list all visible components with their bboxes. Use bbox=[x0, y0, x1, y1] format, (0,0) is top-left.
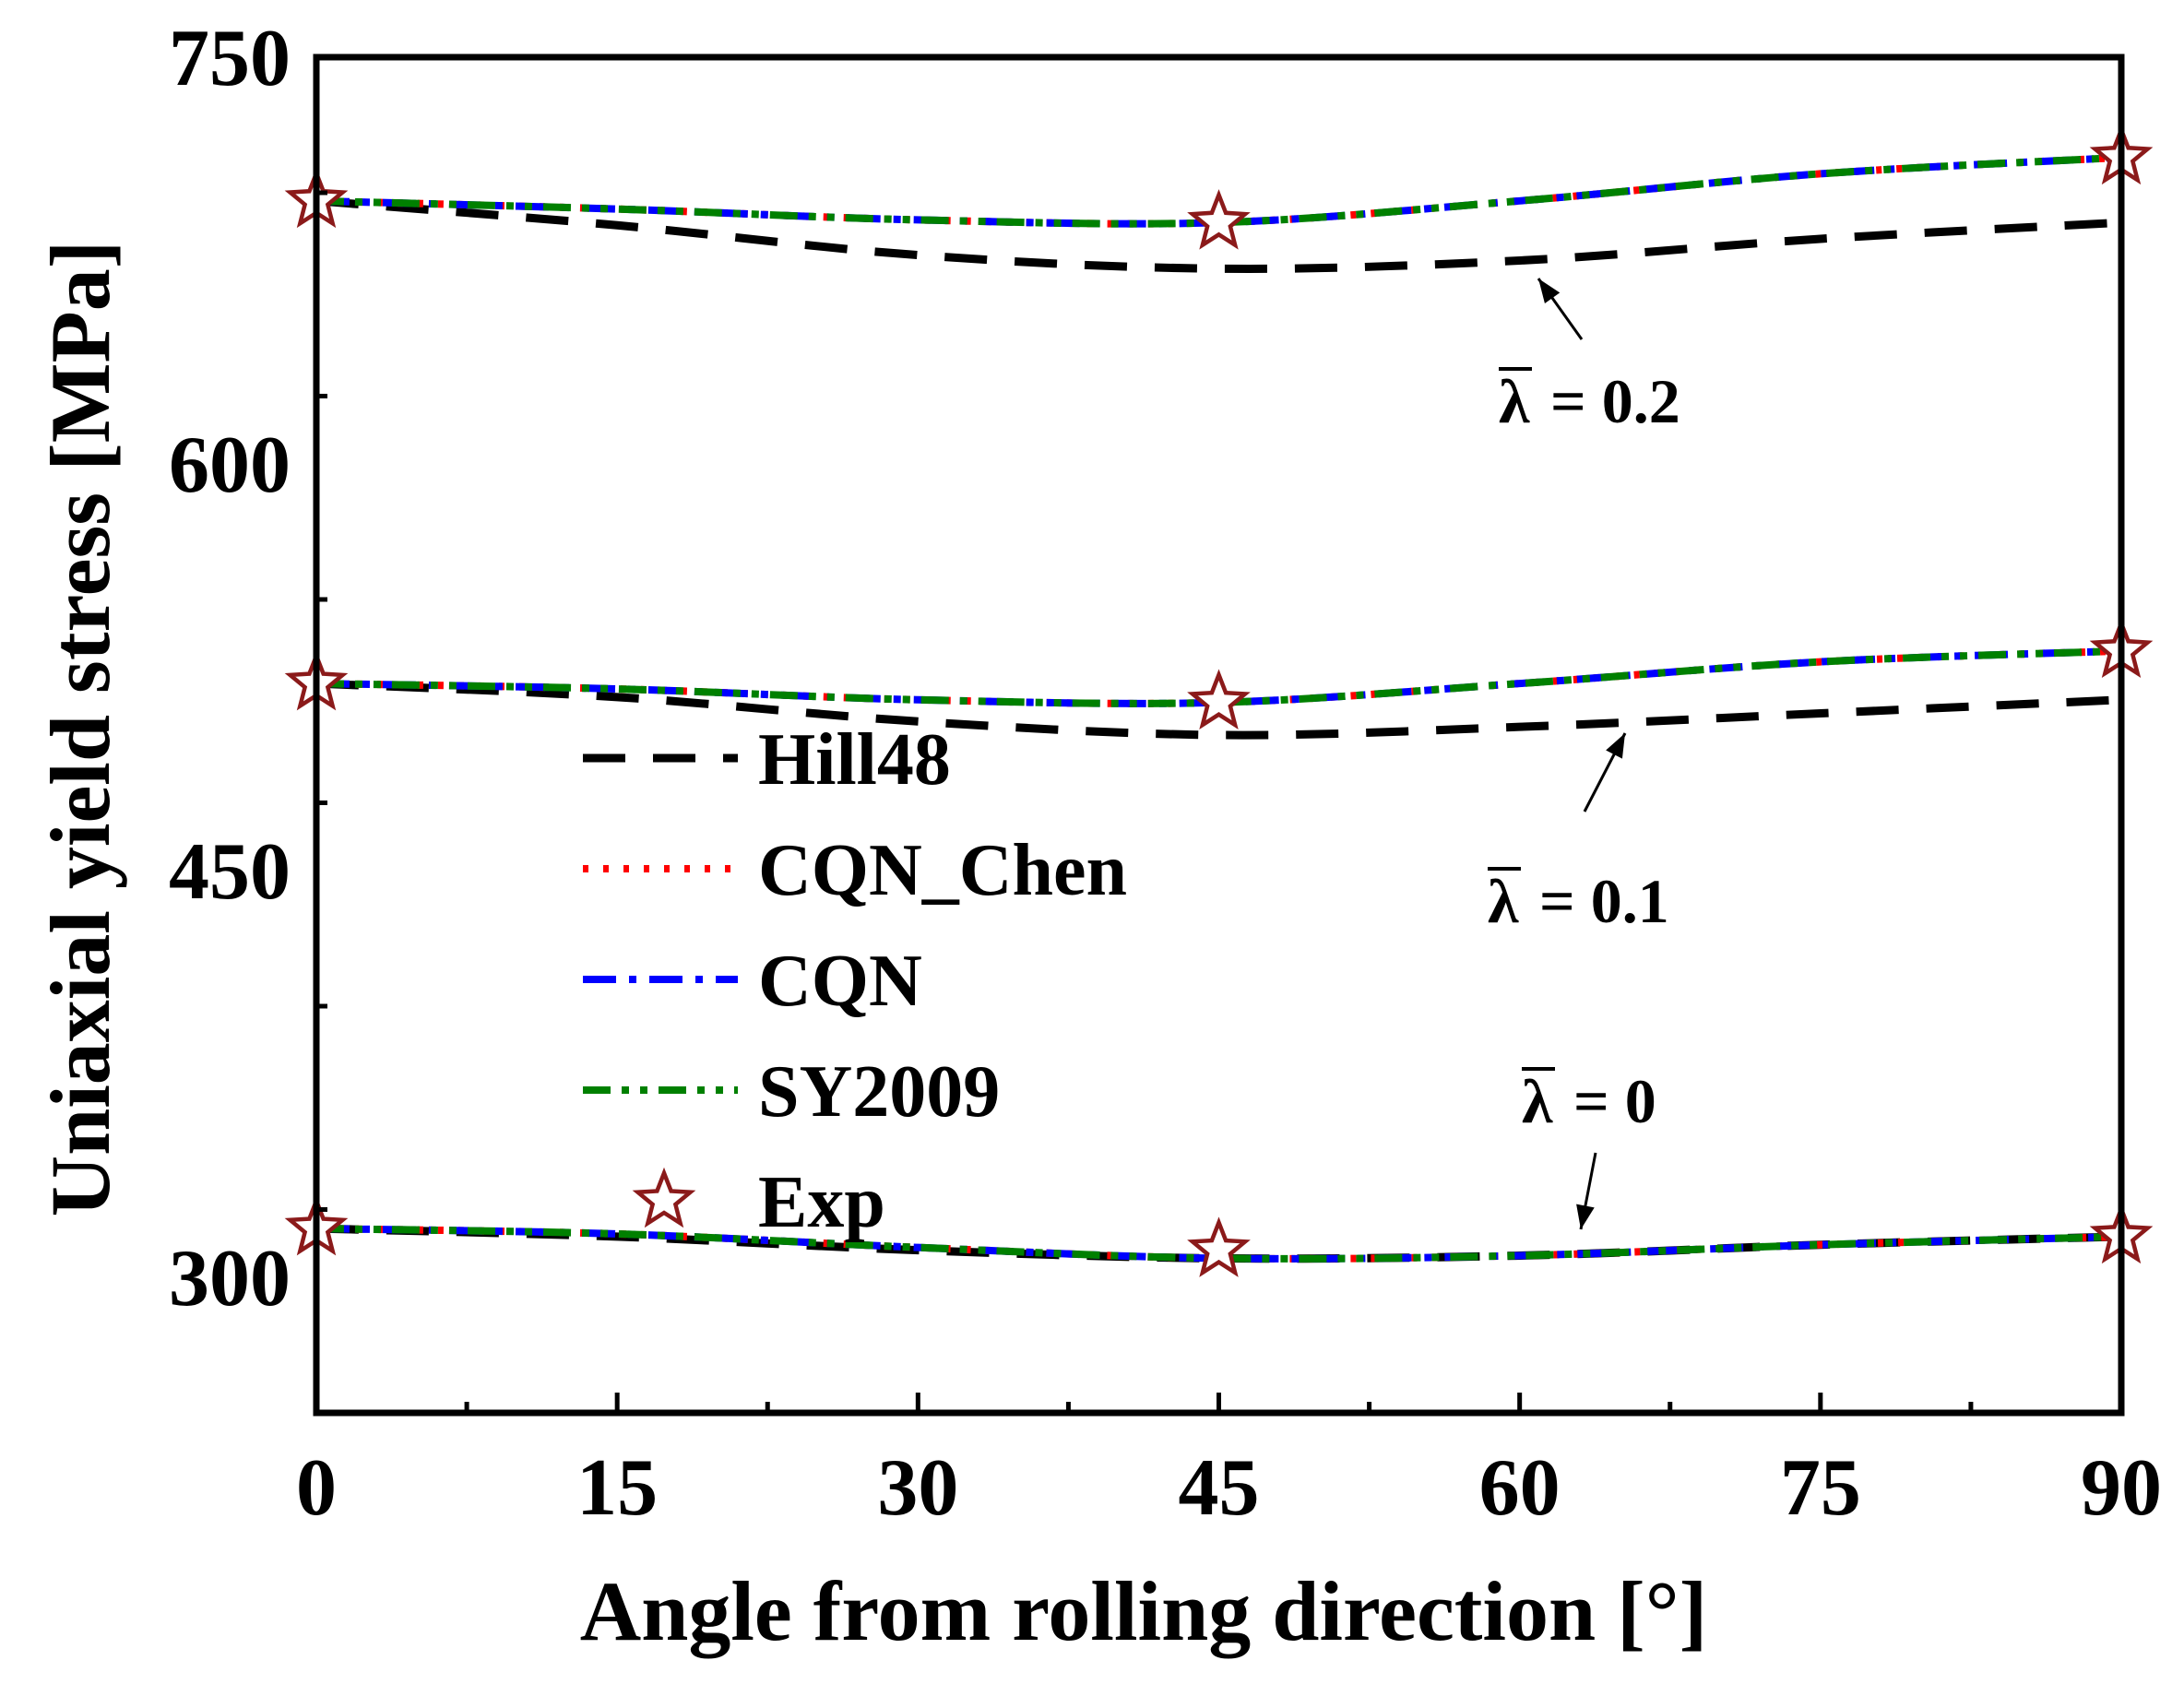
legend-label: Hill48 bbox=[758, 719, 951, 801]
x-tick-label: 0 bbox=[296, 1443, 337, 1533]
line-cqn_chen-lambda-0_1 bbox=[315, 646, 2122, 707]
x-tick-label: 75 bbox=[1780, 1443, 1861, 1533]
lambda-value: = 0.2 bbox=[1550, 366, 1680, 436]
legend-star-icon bbox=[632, 1167, 696, 1228]
lambda-annotation: λ = 0.1 bbox=[1488, 732, 1669, 936]
lambda-value: = 0 bbox=[1573, 1066, 1656, 1136]
x-tick-label: 30 bbox=[877, 1443, 958, 1533]
x-tick-label: 90 bbox=[2081, 1443, 2162, 1533]
legend-item-hill48: Hill48 bbox=[583, 719, 951, 801]
x-axis-title: Angle from rolling direction [°] bbox=[580, 1564, 1707, 1658]
legend-item-cqn: CQN bbox=[583, 941, 922, 1022]
lambda-annotation: λ = 0.2 bbox=[1499, 278, 1680, 436]
y-tick-label: 450 bbox=[169, 827, 291, 917]
x-tick-label: 15 bbox=[576, 1443, 658, 1533]
lambda-annotations: λ = 0.2 λ = 0.1 λ = 0 bbox=[1488, 278, 1680, 1230]
axes: Angle from rolling direction [°] Uniaxia… bbox=[33, 14, 2162, 1658]
line-cqn_chen-lambda-0_2 bbox=[315, 153, 2122, 228]
x-tick-label: 60 bbox=[1479, 1443, 1561, 1533]
plot-frame bbox=[313, 53, 2125, 1417]
y-tick-label: 600 bbox=[169, 421, 291, 510]
x-tick-label: 45 bbox=[1179, 1443, 1260, 1533]
annotation-arrow-head bbox=[1576, 1204, 1595, 1229]
legend-label: Exp bbox=[758, 1162, 885, 1243]
line-hill48-lambda-0_1 bbox=[315, 679, 2122, 740]
y-axis-title: Uniaxial yield stress [MPa] bbox=[33, 241, 127, 1217]
line-hill48-lambda-0_2 bbox=[315, 196, 2122, 273]
legend-label: SY2009 bbox=[758, 1051, 1000, 1133]
series-lines bbox=[315, 153, 2122, 1263]
lambda-symbol: λ bbox=[1488, 866, 1519, 936]
legend-item-cqn_chen: CQN_Chen bbox=[583, 830, 1127, 911]
y-tick-label: 300 bbox=[169, 1234, 291, 1323]
line-cqn_chen-lambda-0 bbox=[315, 1225, 2122, 1263]
lambda-symbol: λ bbox=[1522, 1066, 1553, 1136]
lambda-annotation: λ = 0 bbox=[1522, 1066, 1656, 1230]
legend-label: CQN_Chen bbox=[758, 830, 1127, 911]
annotation-arrow-head bbox=[1538, 279, 1561, 303]
exp-star-marker bbox=[1187, 1216, 1251, 1277]
lambda-value: = 0.1 bbox=[1539, 866, 1669, 936]
legend-item-exp: Exp bbox=[632, 1162, 885, 1243]
legend: Hill48 CQN_Chen CQN SY2009 Exp bbox=[583, 719, 1127, 1243]
exp-markers bbox=[284, 124, 2154, 1277]
legend-item-sy2009: SY2009 bbox=[583, 1051, 1000, 1133]
y-tick-label: 750 bbox=[169, 14, 291, 103]
annotation-arrow-head bbox=[1606, 733, 1625, 759]
lambda-symbol: λ bbox=[1499, 366, 1530, 436]
exp-star-marker bbox=[1187, 669, 1251, 729]
exp-star-marker bbox=[1187, 189, 1251, 250]
legend-label: CQN bbox=[758, 941, 922, 1022]
